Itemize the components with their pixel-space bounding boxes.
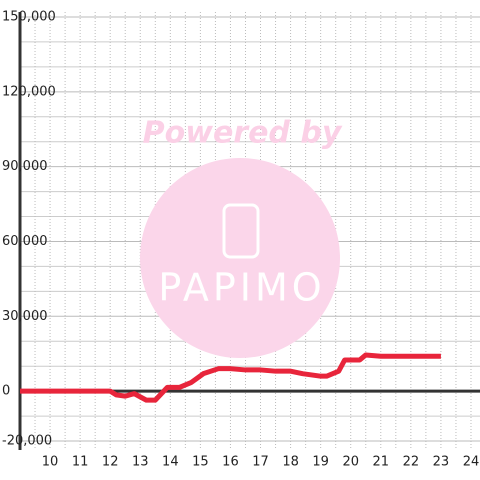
y-tick-label: 0 xyxy=(2,384,10,399)
y-tick-label: 120,000 xyxy=(2,84,56,99)
y-tick-label: 60,000 xyxy=(2,234,48,249)
x-tick-label: 17 xyxy=(252,455,269,470)
x-tick-label: 23 xyxy=(433,455,450,470)
line xyxy=(20,352,441,403)
x-tick-label: 19 xyxy=(312,455,329,470)
x-tick-label: 10 xyxy=(42,455,59,470)
y-tick-label: -20,000 xyxy=(2,434,52,449)
watermark-icon xyxy=(222,203,260,259)
x-tick-label: 16 xyxy=(222,455,239,470)
x-tick-label: 12 xyxy=(102,455,119,470)
x-tick-label: 11 xyxy=(72,455,89,470)
x-tick-label: 24 xyxy=(463,455,480,470)
watermark-logo: PAPIMO xyxy=(158,266,325,310)
x-tick-label: 21 xyxy=(373,455,390,470)
x-tick-label: 22 xyxy=(403,455,420,470)
y-tick-label: 30,000 xyxy=(2,309,48,324)
y-tick-label: 90,000 xyxy=(2,159,48,174)
x-tick-label: 18 xyxy=(282,455,299,470)
x-tick-label: 20 xyxy=(342,455,359,470)
x-tick-label: 13 xyxy=(132,455,149,470)
watermark: Powered by PAPIMO xyxy=(140,116,343,358)
watermark-text: Powered by xyxy=(143,116,343,151)
x-tick-label: 14 xyxy=(162,455,179,470)
y-tick-label: 150,000 xyxy=(2,9,56,24)
x-tick-label: 15 xyxy=(192,455,209,470)
